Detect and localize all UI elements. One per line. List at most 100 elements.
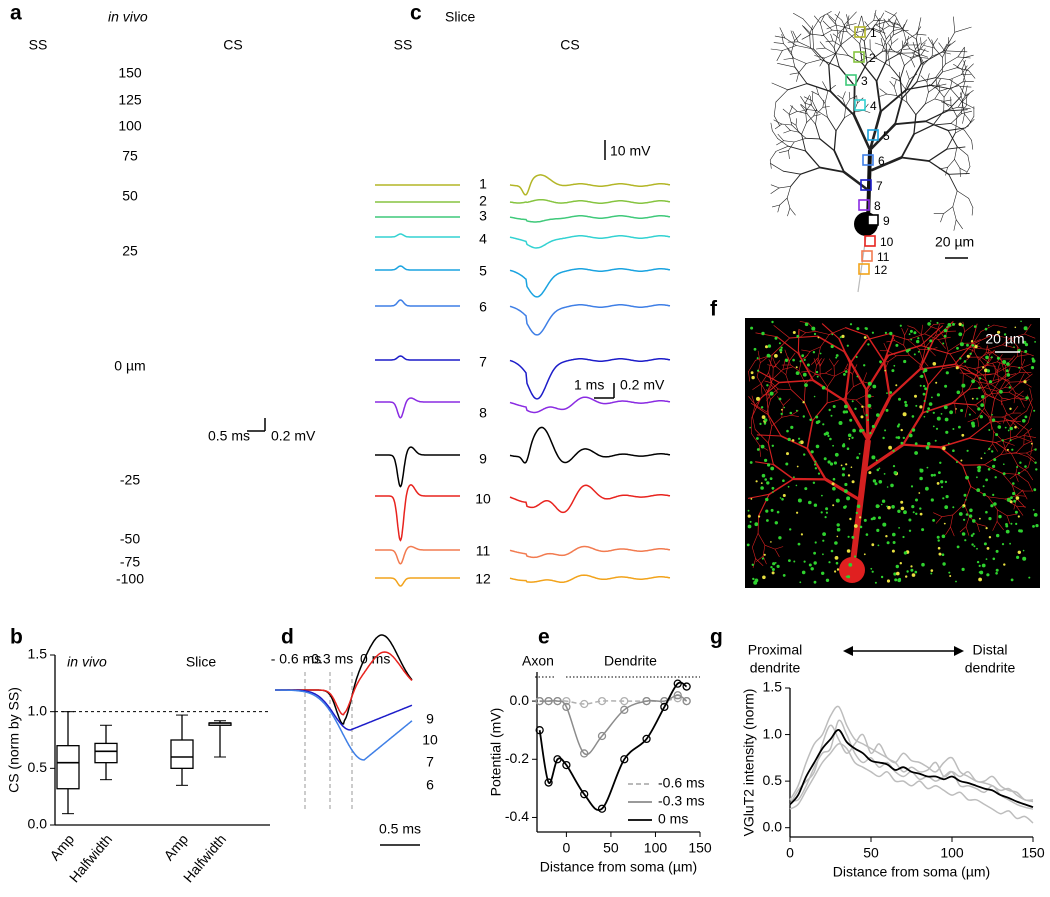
vglut2-puncta [1014,510,1018,514]
annotation: dendrite [750,660,801,676]
trace [15,560,98,567]
dendrite [852,114,872,152]
dendrite [959,92,964,102]
vglut2-puncta [750,498,753,500]
dendrite [754,429,769,444]
dendrite [806,447,827,481]
trace [160,466,318,500]
vglut2-puncta [958,322,962,326]
vglut2-puncta [860,415,864,419]
series-line [538,681,688,811]
dendrite [963,60,967,71]
vglut2-puncta [763,553,766,556]
trace [375,299,460,307]
trace [509,484,671,514]
dendrite [931,39,935,49]
dendrite [1000,439,1011,455]
dendrite [862,372,868,383]
dendrite [819,375,828,388]
dendrite [977,407,985,419]
dendrite [888,18,894,26]
dendrite [1004,365,1006,382]
dendrite [1028,456,1032,468]
dendrite [944,337,949,352]
dendrite [775,89,789,103]
vglut2-puncta [918,492,921,494]
vglut2-puncta [1012,491,1016,496]
site-label: 1 [870,26,877,40]
dendrite [929,349,936,357]
dendrite [955,219,963,230]
vglut2-puncta [862,429,865,432]
dendrite [1023,440,1033,446]
dendrite [793,57,807,64]
vglut2-puncta [835,356,838,359]
trace [375,61,460,163]
vglut2-puncta [908,529,912,532]
dendrite [918,348,923,360]
dendrite [828,44,842,66]
point [580,790,589,799]
vglut2-puncta [940,480,944,484]
column-title: SS [29,37,48,53]
dendrite [928,85,938,93]
depth-label: 150 [118,65,142,81]
panel-label: d [281,626,294,649]
vglut2-puncta [830,549,834,553]
dendrite [769,162,784,172]
vglut2-puncta [982,485,985,488]
site-label: 8 [874,199,881,213]
vglut2-puncta [963,360,967,363]
dendrite [956,105,967,117]
dendrite [755,461,774,466]
vglut2-puncta [897,509,901,513]
dendrite [774,548,780,558]
dendrite [985,351,996,354]
vglut2-puncta [835,561,839,565]
y-tick-label: 0.0 [763,818,783,834]
dendrite [973,350,980,361]
dendrite [827,85,836,92]
vglut2-puncta [764,458,768,462]
dendrite [943,106,959,112]
dendrite [833,47,840,68]
dendrite [777,62,796,68]
vglut2-puncta [804,322,809,327]
recording-site [854,99,866,111]
dendrite [934,98,944,102]
vglut2-puncta [796,511,799,514]
vglut2-puncta [763,422,767,425]
x-tick-label: 50 [603,840,619,856]
vglut2-puncta [819,352,822,355]
vglut2-puncta [927,407,930,410]
dendrite [978,352,987,361]
vglut2-puncta [992,557,996,561]
dendrite [935,63,946,79]
scale-label: 1 ms [574,377,604,393]
vglut2-puncta [898,397,901,401]
dendrite [849,28,865,42]
trace-label: 9 [426,711,434,727]
dendrite [782,170,802,175]
dendrite [924,120,949,132]
vglut2-puncta [859,525,863,529]
vglut2-puncta [988,380,993,384]
vglut2-puncta [754,522,759,527]
dendrite [809,96,812,106]
vglut2-puncta [855,511,858,515]
dendrite [942,67,958,73]
dendrite [956,57,965,68]
site-label: 10 [475,491,491,507]
dendrite [886,340,896,343]
vglut2-puncta [886,505,888,508]
vglut2-puncta [813,503,818,507]
dendrite [911,48,921,54]
vglut2-puncta [760,444,765,449]
dendrite [1018,358,1026,373]
dendrite [939,446,964,466]
vglut2-puncta [1006,497,1011,502]
dendrite [967,155,971,167]
vglut2-puncta [985,510,988,514]
dendrite [767,425,773,444]
dendrite [786,197,791,209]
